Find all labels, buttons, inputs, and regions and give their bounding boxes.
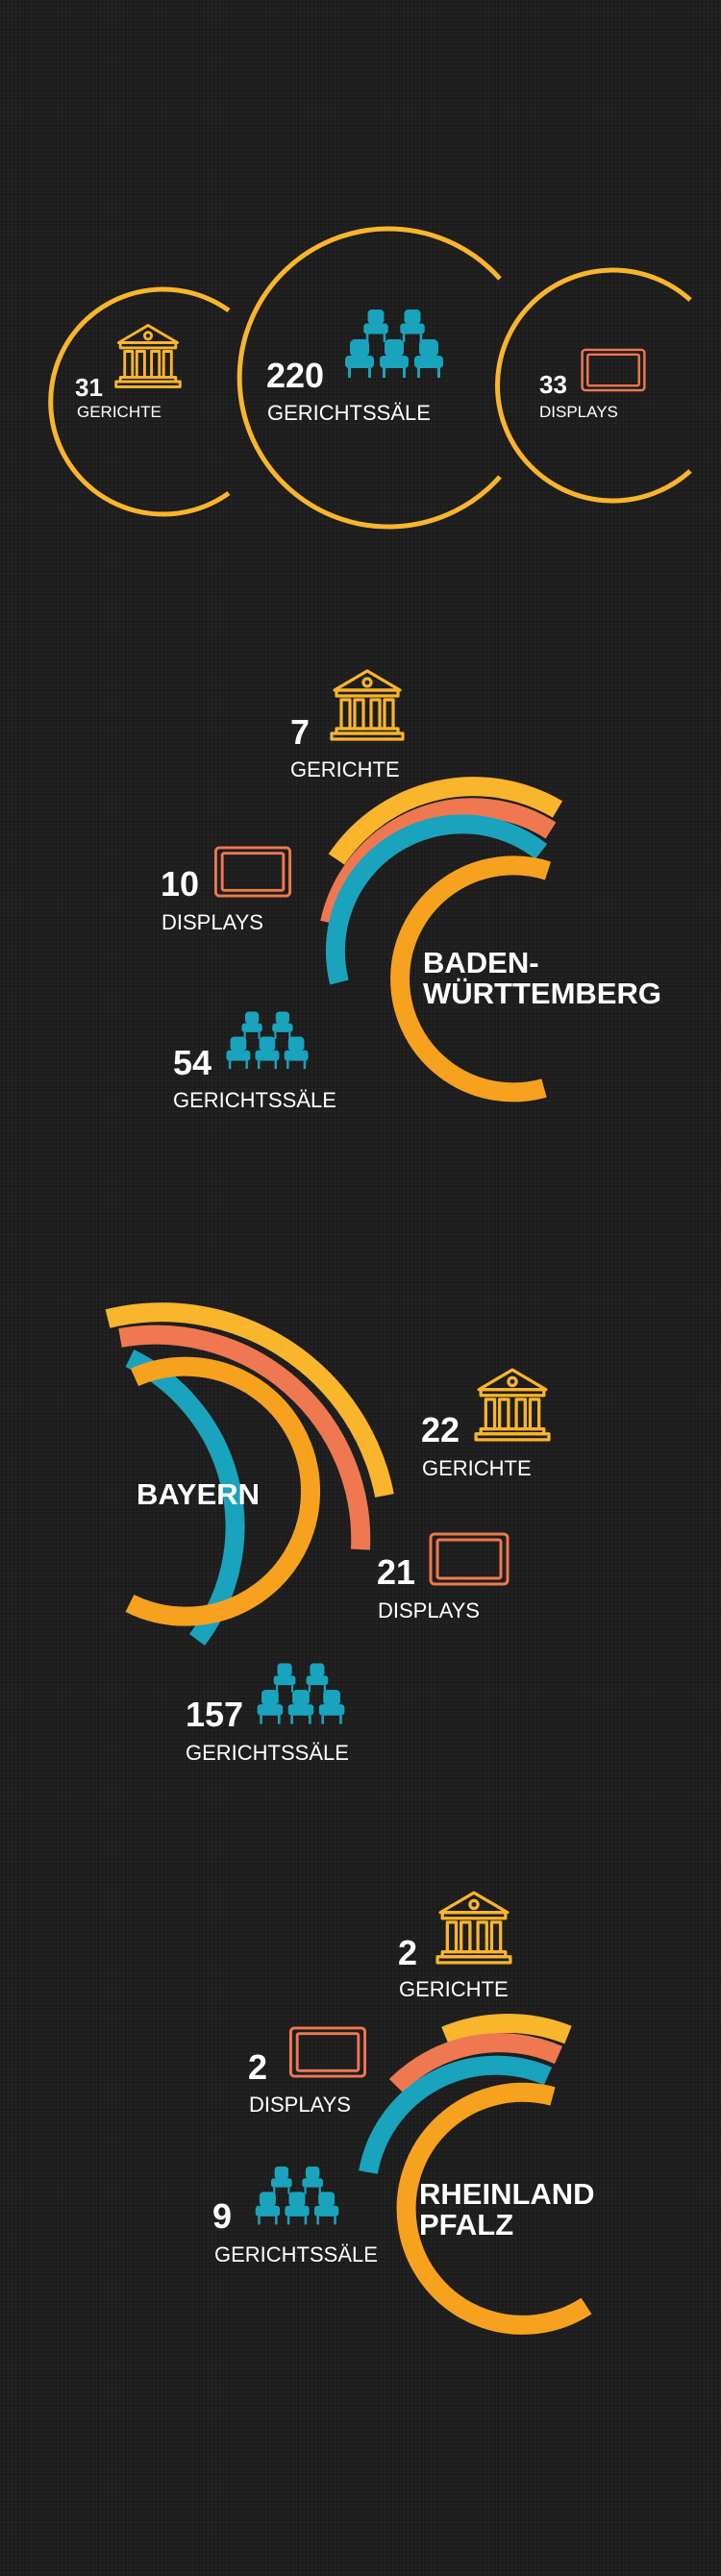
rlp-state-name-line2: PFALZ	[419, 2208, 513, 2242]
summary-displays-label: DISPLAYS	[539, 403, 618, 421]
bayern-arc-yellow	[105, 1302, 394, 1498]
bw-arc-orange	[390, 855, 552, 1102]
state-section-bayern: BAYERN 22 GERICHTE 21 DISPLAYS 157 GERIC…	[105, 1302, 551, 1765]
bw-gerichtssaele-value: 54	[173, 1043, 211, 1082]
bw-displays-label: DISPLAYS	[162, 910, 263, 934]
display-icon	[429, 1532, 510, 1586]
rlp-state-name-line1: RHEINLAND	[419, 2177, 595, 2211]
bw-gerichtssaele-label: GERICHTSSÄLE	[173, 1088, 336, 1112]
bayern-arc-orange	[125, 1356, 321, 1626]
seats-icon	[256, 2167, 339, 2224]
bayern-gerichtssaele-label: GERICHTSSÄLE	[186, 1741, 349, 1765]
bayern-displays-value: 21	[377, 1552, 415, 1592]
seats-icon	[258, 1663, 345, 1723]
summary-section: 31 GERICHTE 220 GERICHTSSÄLE 33 DISPLAYS	[48, 226, 692, 530]
display-icon	[213, 846, 292, 898]
courthouse-icon	[330, 669, 405, 741]
rlp-arc-coral	[388, 2033, 563, 2093]
courthouse-icon	[114, 324, 182, 388]
seats-icon	[226, 1012, 308, 1069]
bayern-gerichte-label: GERICHTE	[422, 1456, 532, 1480]
summary-ring-gerichtssaele	[236, 226, 502, 530]
summary-displays-value: 33	[539, 370, 567, 399]
rlp-arc-yellow	[441, 2014, 572, 2045]
bw-state-name-line1: BADEN-	[423, 946, 539, 979]
bw-displays-value: 10	[161, 864, 199, 904]
rlp-gerichtssaele-value: 9	[212, 2196, 232, 2236]
summary-ring-displays	[495, 267, 692, 504]
summary-gerichte-label: GERICHTE	[77, 403, 162, 421]
courthouse-icon	[435, 1891, 512, 1965]
display-icon	[581, 348, 646, 392]
bw-gerichte-label: GERICHTE	[290, 757, 400, 781]
rlp-arc-orange	[396, 2082, 592, 2335]
summary-gerichtssaele-value: 220	[266, 356, 324, 395]
summary-gerichtssaele-label: GERICHTSSÄLE	[267, 401, 431, 425]
bayern-displays-label: DISPLAYS	[378, 1598, 480, 1622]
bw-arc-yellow	[328, 777, 563, 865]
bayern-arc-coral	[118, 1325, 371, 1550]
rlp-gerichte-label: GERICHTE	[399, 1977, 509, 2001]
bw-gerichte-value: 7	[290, 712, 310, 752]
rlp-displays-label: DISPLAYS	[249, 2093, 351, 2117]
rlp-gerichtssaele-label: GERICHTSSÄLE	[214, 2242, 378, 2266]
seats-icon	[345, 310, 443, 378]
display-icon	[288, 2026, 367, 2078]
bayern-state-name: BAYERN	[137, 1477, 260, 1511]
bayern-gerichtssaele-value: 157	[186, 1695, 243, 1734]
courthouse-icon	[474, 1368, 551, 1442]
bayern-gerichte-value: 22	[421, 1410, 460, 1449]
bw-arc-teal	[325, 814, 548, 985]
bayern-arc-teal	[125, 1350, 245, 1647]
summary-ring-gerichte	[48, 286, 231, 517]
state-section-baden-wuerttemberg: 7 GERICHTE 10 DISPLAYS 54 GERICHTSSÄLE B…	[161, 669, 661, 1112]
rlp-displays-value: 2	[248, 2047, 267, 2087]
state-section-rheinland-pfalz: 2 GERICHTE 2 DISPLAYS 9 GERICHTSSÄLE RHE…	[212, 1891, 595, 2335]
summary-gerichte-value: 31	[75, 373, 103, 402]
bw-state-name-line2: WÜRTTEMBERG	[423, 977, 661, 1010]
rlp-gerichte-value: 2	[398, 1933, 417, 1972]
rlp-arc-teal	[359, 2055, 552, 2174]
